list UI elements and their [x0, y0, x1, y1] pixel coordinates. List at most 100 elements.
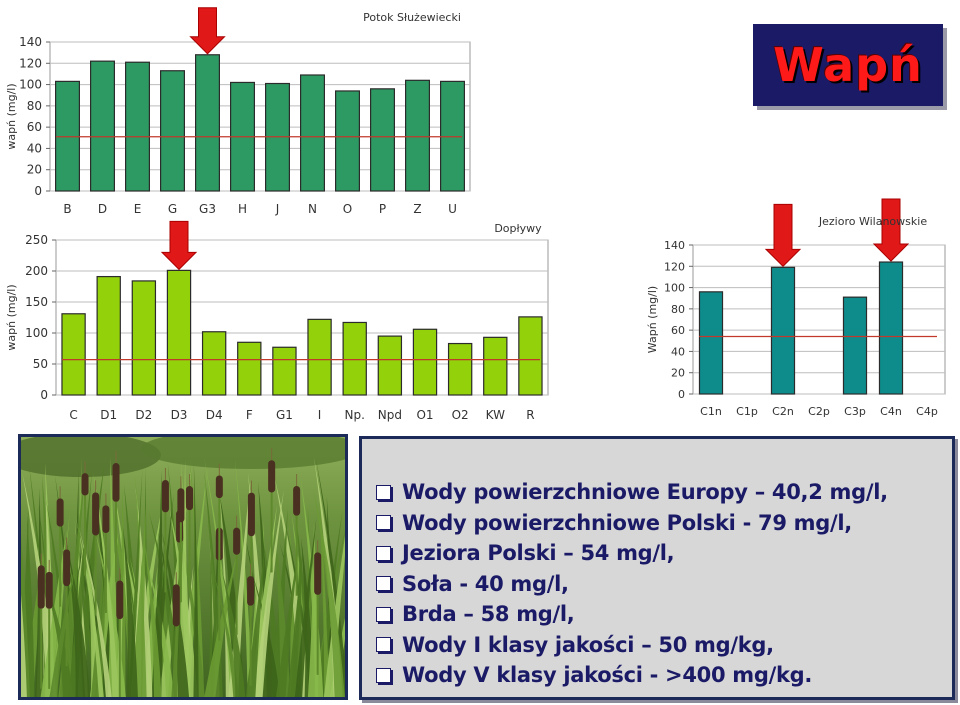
cattail-head: [112, 463, 120, 502]
x-tick-label: D3: [171, 408, 188, 422]
plot-area: [49, 41, 471, 192]
y-tick-label: 40: [27, 141, 42, 155]
x-tick-label: G: [168, 202, 177, 216]
x-tick-label: D: [98, 202, 107, 216]
y-tick-label: 120: [664, 260, 685, 273]
x-tick-label: E: [134, 202, 142, 216]
cattail-head: [56, 498, 64, 527]
bar: [124, 61, 150, 192]
y-tick-label: 150: [25, 295, 48, 309]
reed-leaf: [204, 549, 238, 697]
bar: [89, 60, 115, 192]
cattail-head: [247, 576, 255, 606]
x-tick-label: H: [238, 202, 247, 216]
red-arrow-icon: [189, 7, 226, 55]
reed-leaf: [49, 550, 79, 697]
cattail-head: [314, 552, 322, 595]
reed-leaf: [313, 488, 345, 697]
bar: [166, 269, 192, 396]
cattail-head: [233, 527, 241, 555]
cattail-head: [215, 475, 223, 499]
bar: [272, 346, 297, 396]
bar: [370, 88, 396, 192]
y-tick-label: 100: [25, 326, 48, 340]
info-item-text: Brda – 58 mg/l,: [402, 602, 575, 627]
bar: [96, 275, 121, 396]
chart-title: Potok Służewiecki: [363, 11, 461, 24]
x-tick-label: KW: [486, 408, 505, 422]
info-item-text: Wody powierzchniowe Europy – 40,2 mg/l,: [402, 480, 888, 505]
page-title: Wapń: [773, 38, 923, 92]
cattail-head: [161, 479, 169, 513]
chart-doplywy: 0 50 100 150 200 250 C D1 D2 D3 D4 F G1 I Np. Npd O1 O2 KW…: [0, 218, 560, 428]
x-tick-label: Np.: [345, 408, 365, 422]
reed-leaf: [78, 527, 112, 697]
reed-leaf: [122, 526, 138, 697]
bar: [300, 74, 326, 192]
bush: [141, 437, 345, 469]
cattail-head: [37, 565, 45, 609]
info-box: Wody powierzchniowe Europy – 40,2 mg/l, …: [359, 436, 955, 700]
chart-jezioro-wilanowskie: 0 20 40 60 80 100 120 140 C1n C1p C2n C2p C3p C4n C4p J…: [643, 198, 951, 433]
bar: [131, 280, 157, 396]
red-arrow-icon: [160, 220, 198, 271]
reed-leaf: [131, 505, 146, 697]
bar: [842, 296, 868, 395]
checkbox-bullet-icon: [376, 606, 391, 622]
bar: [335, 90, 361, 192]
reed-leaf: [287, 546, 303, 697]
y-tick-label: 40: [671, 345, 685, 358]
cattail-head: [247, 492, 255, 537]
cattail-head: [81, 473, 89, 496]
cattail-head: [186, 486, 194, 511]
reed-leaf: [275, 548, 299, 697]
y-tick-label: 0: [678, 388, 685, 401]
y-axis-label: wapń (mg/l): [5, 83, 18, 149]
x-tick-label: B: [63, 202, 71, 216]
bar: [160, 70, 186, 192]
y-tick-label: 250: [25, 233, 48, 247]
cattail-head: [116, 580, 124, 620]
y-tick-label: 60: [27, 120, 42, 134]
bar: [518, 316, 543, 396]
reed-leaf: [67, 557, 86, 697]
plot-area: [692, 244, 946, 395]
info-item-text: Jeziora Polski – 54 mg/l,: [402, 541, 675, 566]
bar: [412, 328, 438, 396]
bush: [21, 437, 161, 477]
x-tick-label: D4: [206, 408, 223, 422]
x-tick-label: C2n: [772, 405, 794, 418]
cattail-reeds-photo: [18, 434, 348, 700]
bar: [483, 336, 508, 396]
red-arrow-icon: [764, 203, 802, 268]
info-list: Wody powierzchniowe Europy – 40,2 mg/l, …: [376, 477, 888, 691]
cattail-head: [45, 571, 53, 609]
x-tick-label: N: [308, 202, 317, 216]
reed-leaf: [75, 514, 104, 697]
x-tick-label: Z: [413, 202, 421, 216]
y-tick-label: 100: [664, 282, 685, 295]
x-tick-label: C: [69, 408, 77, 422]
reed-leaf: [270, 508, 288, 697]
y-tick-label: 20: [671, 367, 685, 380]
chart-title: Jezioro Wilanowskie: [818, 215, 927, 228]
reed-leaf: [294, 517, 317, 697]
y-tick-label: 140: [19, 35, 42, 49]
cattail-reeds-illustration: [21, 437, 345, 697]
bar: [405, 79, 431, 192]
reed-leaf: [26, 516, 35, 697]
cattail-head: [177, 488, 185, 523]
chart-potok-sluzewiecki: 0 20 40 60 80 100 120 140 B D E G G3 H J N O P Z U Potok Słu…: [0, 0, 480, 222]
bar: [447, 342, 473, 396]
info-item: Jeziora Polski – 54 mg/l,: [376, 538, 888, 569]
x-tick-label: Npd: [378, 408, 402, 422]
info-item-text: Wody powierzchniowe Polski - 79 mg/l,: [402, 510, 852, 535]
bar: [195, 54, 221, 192]
chart-jezioro-wilanowskie-svg: 0 20 40 60 80 100 120 140 C1n C1p C2n C2p C3p C4n C4p J…: [646, 198, 946, 418]
checkbox-bullet-icon: [376, 545, 391, 561]
bar: [878, 261, 904, 395]
x-tick-label: U: [448, 202, 457, 216]
bar: [307, 318, 332, 396]
y-tick-label: 120: [19, 56, 42, 70]
x-tick-label: F: [246, 408, 253, 422]
